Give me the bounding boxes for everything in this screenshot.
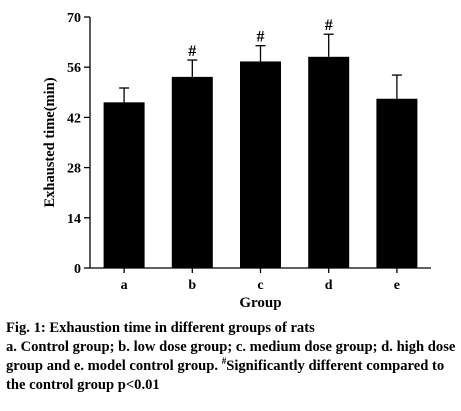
x-axis-label: Group [239, 295, 281, 311]
x-axis-ticks: a b c d e [121, 268, 400, 293]
significance-label-d: # [325, 17, 333, 34]
significance-label-b: # [188, 43, 196, 60]
bar-d [308, 56, 350, 269]
y-axis-ticks: 0 14 28 42 56 70 [67, 11, 90, 277]
bar-e [376, 98, 418, 268]
y-tick-label: 56 [67, 61, 81, 76]
x-tick-label: e [394, 278, 400, 293]
figure-caption: Fig. 1: Exhaustion time in different gro… [6, 319, 458, 395]
y-tick-label: 28 [67, 162, 81, 177]
significance-mark: # [221, 356, 227, 367]
caption-significance-note: Significantly different compared to the … [6, 358, 445, 393]
caption-body-text: a. Control group; b. low dose group; c. … [6, 339, 456, 374]
bar-b [171, 76, 213, 268]
x-tick-label: d [325, 278, 333, 293]
bars: # # # [103, 17, 418, 269]
y-tick-label: 70 [67, 11, 81, 26]
x-tick-label: c [257, 278, 263, 293]
y-tick-label: 42 [67, 111, 81, 126]
bar-chart: 0 14 28 42 56 70 # # # a b c d e Exhausted time(min… [42, 11, 431, 311]
bar-c [240, 61, 281, 268]
y-tick-label: 0 [74, 262, 81, 277]
caption-body: a. Control group; b. low dose group; c. … [6, 338, 458, 395]
significance-label-c: # [257, 29, 265, 46]
x-tick-label: a [121, 278, 128, 293]
bar-a [103, 102, 145, 268]
y-tick-label: 14 [67, 212, 81, 227]
y-axis-label: Exhausted time(min) [42, 77, 58, 207]
caption-title: Fig. 1: Exhaustion time in different gro… [6, 320, 315, 336]
x-tick-label: b [188, 278, 196, 293]
